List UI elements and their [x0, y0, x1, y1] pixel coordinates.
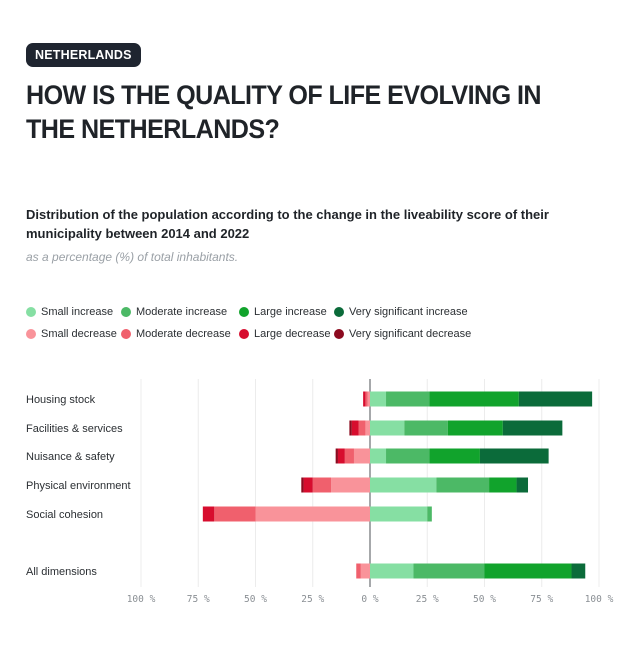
bar-segment [365, 420, 370, 436]
bar-segment [370, 420, 405, 436]
x-tick-labels: 100 % 75 % 50 % 25 % 0 % 25 % 50 % 75 % 100 % [127, 594, 614, 605]
bar-segment [370, 391, 387, 407]
chart-subtitle: Distribution of the population according… [26, 207, 549, 241]
x-tick-label: 50 % [244, 594, 267, 605]
bar-segment [386, 391, 430, 407]
bar-segment [413, 563, 485, 579]
diverging-bar-chart: Housing stock Facilities & services Nuisan… [26, 379, 614, 605]
legend-swatch [121, 307, 131, 317]
legend-swatch [121, 329, 131, 339]
bar-segment [479, 448, 549, 464]
bar-segment [367, 391, 370, 407]
legend-label: Very significant decrease [349, 328, 472, 340]
bar-segment [484, 563, 572, 579]
bar-segment [365, 391, 368, 407]
bar-segment [427, 506, 432, 522]
legend-item-small-increase: Small increase [26, 306, 121, 318]
page-title: HOW IS THE QUALITY OF LIFE EVOLVING IN T… [26, 80, 542, 144]
category-label: Housing stock [26, 394, 96, 406]
bars [202, 391, 593, 579]
legend-label: Small decrease [41, 328, 117, 340]
legend-label: Moderate decrease [136, 328, 231, 340]
legend-item-very-significant-decrease: Very significant decrease [334, 328, 534, 340]
bar-segment [429, 391, 519, 407]
bar-segment [436, 477, 490, 493]
x-tick-label: 25 % [416, 594, 439, 605]
chart-note: as a percentage (%) of total inhabitants… [26, 250, 239, 264]
bar-segment [356, 563, 361, 579]
legend-item-very-significant-increase: Very significant increase [334, 306, 534, 318]
legend-swatch [239, 307, 249, 317]
legend-item-small-decrease: Small decrease [26, 328, 121, 340]
legend-item-large-increase: Large increase [239, 306, 334, 318]
bar-segment [349, 420, 352, 436]
legend-label: Large increase [254, 306, 327, 318]
legend-label: Large decrease [254, 328, 331, 340]
legend-item-moderate-decrease: Moderate decrease [121, 328, 239, 340]
x-tick-label: 75 % [187, 594, 210, 605]
x-tick-label: 75 % [530, 594, 553, 605]
bar-segment [337, 448, 345, 464]
bar-segment [386, 448, 430, 464]
chart-legend: Small increase Moderate increase Large i… [26, 306, 626, 340]
category-label: Physical environment [26, 480, 131, 492]
bar-segment [301, 477, 304, 493]
legend-swatch [26, 329, 36, 339]
bar-segment [363, 391, 366, 407]
bar-segment [360, 563, 370, 579]
bar-segment [335, 448, 338, 464]
bar-segment [571, 563, 586, 579]
category-label: Social cohesion [26, 509, 103, 521]
x-tick-label: 50 % [473, 594, 496, 605]
bar-segment [489, 477, 517, 493]
x-tick-label: 100 % [127, 594, 156, 605]
bar-segment [447, 420, 503, 436]
bar-segment [344, 448, 354, 464]
bar-segment [214, 506, 256, 522]
bar-segment [516, 477, 529, 493]
category-label: All dimensions [26, 566, 97, 578]
legend-swatch [26, 307, 36, 317]
bar-segment [351, 420, 359, 436]
bar-segment [429, 448, 480, 464]
category-label: Nuisance & safety [26, 451, 115, 463]
legend-swatch [334, 307, 344, 317]
bar-segment [502, 420, 563, 436]
x-tick-label: 0 % [361, 594, 378, 605]
bar-segment [370, 448, 387, 464]
legend-swatch [334, 329, 344, 339]
bar-segment [518, 391, 593, 407]
bar-segment [303, 477, 313, 493]
legend-label: Small increase [41, 306, 114, 318]
x-tick-label: 25 % [301, 594, 324, 605]
legend-swatch [239, 329, 249, 339]
category-label: Facilities & services [26, 423, 123, 435]
x-tick-label: 100 % [585, 594, 614, 605]
bar-segment [312, 477, 332, 493]
bar-segment [255, 506, 370, 522]
legend-label: Very significant increase [349, 306, 468, 318]
category-labels: Housing stock Facilities & services Nuisan… [26, 394, 131, 578]
bar-segment [370, 506, 428, 522]
bar-segment [370, 563, 414, 579]
country-badge: NETHERLANDS [26, 43, 141, 67]
legend-item-moderate-increase: Moderate increase [121, 306, 239, 318]
legend-label: Moderate increase [136, 306, 228, 318]
bar-segment [353, 448, 370, 464]
bar-segment [331, 477, 370, 493]
bar-segment [404, 420, 448, 436]
legend-item-large-decrease: Large decrease [239, 328, 334, 340]
bar-segment [370, 477, 437, 493]
bar-segment [358, 420, 366, 436]
bar-segment [202, 506, 215, 522]
